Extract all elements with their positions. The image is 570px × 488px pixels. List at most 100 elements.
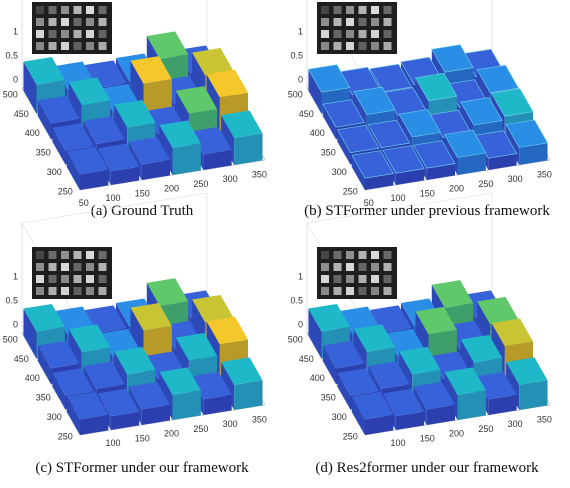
block-front [173,143,201,175]
thumbnail-patch [346,6,354,14]
x-tick-label: 100 [105,193,120,203]
thumbnail-patch [371,263,379,271]
x-tick-label: 200 [164,429,179,439]
thumbnail-patch [334,251,342,259]
y-tick-label: 450 [14,354,29,364]
y-tick-label: 250 [343,186,358,196]
y-tick-label: 250 [343,431,358,441]
thumbnail-patch [86,251,94,259]
block-front [234,133,262,165]
y-tick-label: 350 [321,148,336,158]
thumbnail-patch [346,251,354,259]
z-tick-label: 1 [298,271,303,281]
thumbnail-patch [371,30,379,38]
thumbnail-patch [346,42,354,50]
thumbnail-patch [49,30,57,38]
thumbnail-patch [321,287,329,295]
z-tick-label: 0 [298,74,303,84]
z-tick-label: 1 [298,26,303,36]
z-tick-label: 1 [13,26,18,36]
thumbnail-patch [74,251,82,259]
x-tick-label: 150 [135,188,150,198]
caption: (d) Res2former under our framework [315,460,539,476]
thumbnail-patch [36,42,44,50]
thumbnail-patch [359,263,367,271]
block-front [519,380,547,410]
z-tick-label: 0 [298,319,303,329]
thumbnail-patch [49,251,57,259]
x-tick-label: 100 [390,438,405,448]
thumbnail-patch [334,30,342,38]
thumbnail-patch [346,18,354,26]
figure: 1 0.5 0 500 450 400 350 300 250 50 100 150 200 250 300… [0,0,570,488]
thumbnail-patch [384,42,392,50]
thumbnail-patch [36,263,44,271]
thumbnail-patch [61,287,69,295]
y-tick-label: 400 [310,128,325,138]
thumbnail-patch [384,287,392,295]
y-tick-label: 300 [332,412,347,422]
y-tick-label: 500 [288,89,303,99]
x-tick-label: 50 [79,198,89,208]
thumbnail-patch [371,275,379,283]
thumbnail-patch [61,42,69,50]
z-tick-label: 0.5 [5,295,18,305]
thumbnail-patch [334,275,342,283]
thumbnail-patch [359,42,367,50]
caption: (b) STFormer under previous framework [304,203,550,219]
thumbnail-patch [36,6,44,14]
thumbnail-patch [36,251,44,259]
thumbnail-patch [99,6,107,14]
thumbnail-patch [359,287,367,295]
thumbnail-patch [384,6,392,14]
thumbnail-patch [74,275,82,283]
thumbnail-patch [334,287,342,295]
thumbnail-patch [86,18,94,26]
caption: (a) Ground Truth [91,203,194,219]
y-tick-label: 350 [36,393,51,403]
y-tick-label: 350 [321,393,336,403]
y-tick-label: 300 [47,167,62,177]
thumbnail-patch [384,251,392,259]
thumbnail-patch [36,287,44,295]
z-tick-label: 0.5 [5,50,18,60]
thumbnail-patch [99,263,107,271]
thumbnail-patch [371,6,379,14]
x-tick-label: 350 [252,414,267,424]
thumbnail-patch [321,42,329,50]
thumbnail-patch [86,263,94,271]
x-tick-label: 250 [193,179,208,189]
thumbnail-patch [321,18,329,26]
thumbnail-patch [346,287,354,295]
x-tick-label: 350 [537,169,552,179]
thumbnail-patch [346,30,354,38]
x-tick-label: 150 [420,188,435,198]
thumbnail-patch [86,287,94,295]
thumbnail-patch [36,18,44,26]
y-tick-label: 500 [3,89,18,99]
thumbnail-patch [49,6,57,14]
thumbnail-patch [334,42,342,50]
thumbnail-patch [359,251,367,259]
thumbnail-patch [99,30,107,38]
x-tick-label: 300 [223,419,238,429]
thumbnail-patch [359,30,367,38]
thumbnail-patch [99,42,107,50]
x-tick-label: 250 [478,424,493,434]
y-tick-label: 400 [25,373,40,383]
panel: 10.5050045040035030025050100150200250300… [288,0,552,208]
block-front [173,390,201,420]
x-tick-label: 250 [193,424,208,434]
thumbnail-patch [321,275,329,283]
thumbnail-patch [49,275,57,283]
y-tick-label: 450 [299,354,314,364]
thumbnail-patch [74,30,82,38]
y-tick-label: 250 [58,431,73,441]
thumbnail-patch [49,42,57,50]
x-tick-label: 200 [449,184,464,194]
thumbnail-patch [371,18,379,26]
thumbnail-patch [74,6,82,14]
y-tick-label: 450 [299,109,314,119]
block-front [234,380,262,410]
x-tick-label: 300 [508,174,523,184]
